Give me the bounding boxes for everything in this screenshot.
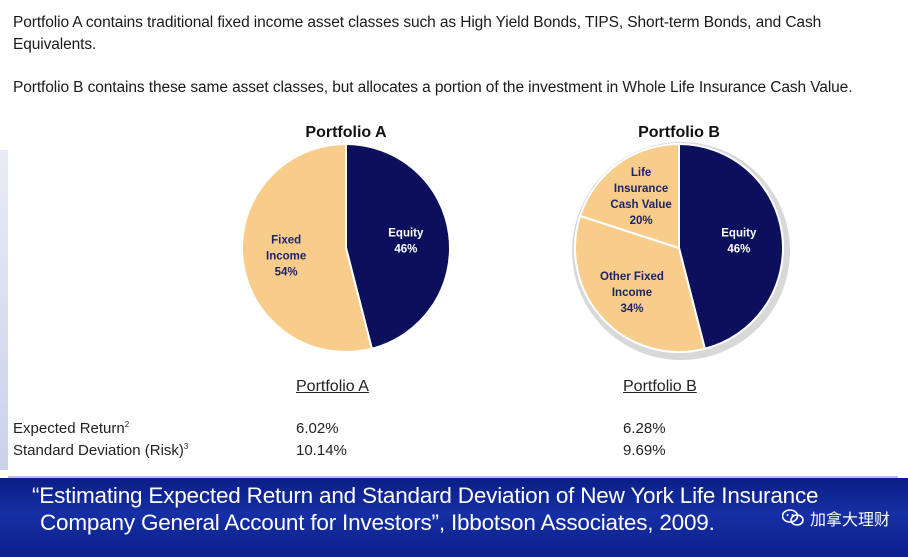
table-header-portfolio-b: Portfolio B bbox=[623, 378, 697, 395]
slice-label: Life Insurance Cash Value 20% bbox=[610, 167, 671, 227]
pie-slice bbox=[345, 142, 451, 350]
footnote-marker: 3 bbox=[183, 442, 189, 451]
std-dev-b: 9.69% bbox=[623, 442, 666, 459]
pie-title: Portfolio B bbox=[638, 124, 720, 141]
pie-slice bbox=[574, 214, 707, 353]
pie-slice bbox=[241, 142, 374, 353]
watermark: 加拿大理财 bbox=[781, 506, 890, 530]
citation-line-1: “Estimating Expected Return and Standard… bbox=[32, 483, 819, 508]
decorative-strip bbox=[0, 150, 8, 470]
slice-label: Other Fixed Income 34% bbox=[600, 271, 664, 315]
intro-portfolio-a: Portfolio A contains traditional fixed i… bbox=[13, 14, 822, 53]
footnote-marker: 2 bbox=[124, 420, 130, 429]
citation-text: “Estimating Expected Return and Standard… bbox=[32, 482, 902, 536]
pie-slice bbox=[678, 142, 784, 350]
pie-title: Portfolio A bbox=[305, 124, 387, 141]
watermark-text: 加拿大理财 bbox=[809, 510, 890, 529]
citation-banner bbox=[0, 478, 908, 557]
expected-return-b: 6.28% bbox=[623, 420, 666, 437]
intro-portfolio-b: Portfolio B contains these same asset cl… bbox=[13, 79, 853, 96]
slice-label: Equity 46% bbox=[721, 227, 757, 255]
row-label-standard-deviation: Standard Deviation (Risk)3 bbox=[13, 442, 189, 459]
table-header-portfolio-a: Portfolio A bbox=[296, 378, 369, 395]
pie-charts: Portfolio A Equity 46% Fixed Income 54% Portfo… bbox=[241, 124, 790, 360]
citation-line-2: Company General Account for Investors”, … bbox=[40, 510, 715, 535]
expected-return-a: 6.02% bbox=[296, 420, 339, 437]
slice-label: Fixed Income 54% bbox=[266, 235, 306, 279]
row-label-expected-return: Expected Return2 bbox=[13, 420, 130, 437]
pie-slice bbox=[578, 142, 680, 250]
divider bbox=[8, 476, 898, 478]
std-dev-a: 10.14% bbox=[296, 442, 347, 459]
slice-label: Equity 46% bbox=[388, 227, 424, 255]
wechat-icon bbox=[781, 509, 804, 527]
